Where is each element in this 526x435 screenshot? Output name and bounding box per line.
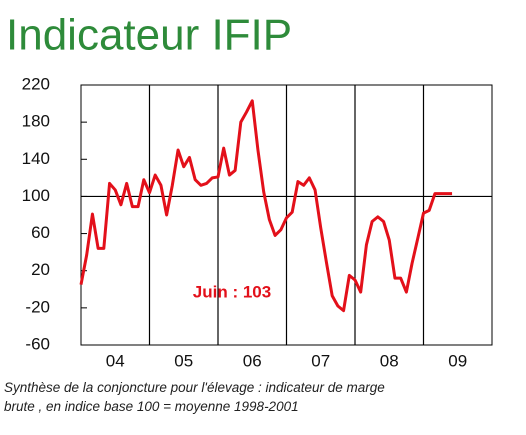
x-tick-label: 04 [106,351,125,370]
y-tick-label: 140 [22,149,50,168]
chart: Indicateur IFIP -60 -20 20 60 100 140 180 220 04… [6,11,493,370]
annotation: Juin : 103 [193,282,271,301]
x-tick-label: 09 [448,351,467,370]
y-tick-label: 220 [22,74,50,93]
caption-line: brute , en indice base 100 = moyenne 199… [4,399,299,414]
y-tick-label: -60 [25,334,50,353]
x-tick-label: 06 [243,351,262,370]
x-tick-label: 07 [311,351,330,370]
y-tick-label: 180 [22,112,50,131]
y-tick-label: -20 [25,297,50,316]
caption-line: Synthèse de la conjoncture pour l'élevag… [4,380,385,395]
data-line [79,99,453,313]
x-tick-label: 08 [380,351,399,370]
y-tick-label: 20 [31,260,50,279]
caption: Synthèse de la conjoncture pour l'élevag… [4,378,524,416]
chart-title: Indicateur IFIP [6,11,292,60]
y-tick-label: 60 [31,223,50,242]
x-tick-label: 05 [174,351,193,370]
y-tick-label: 100 [22,186,50,205]
